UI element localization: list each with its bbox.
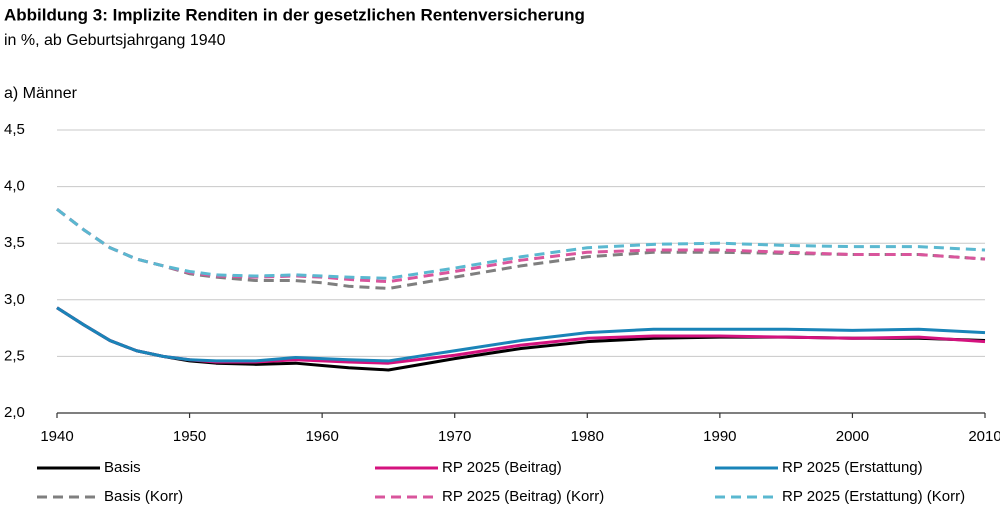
y-tick-label: 3,0: [4, 291, 25, 308]
y-tick-label: 3,5: [4, 234, 25, 251]
x-tick-label: 1990: [703, 428, 736, 445]
y-tick-label: 4,5: [4, 121, 25, 138]
legend-label: Basis (Korr): [104, 488, 183, 505]
legend-label: RP 2025 (Erstattung): [782, 459, 923, 476]
legend-label: RP 2025 (Beitrag) (Korr): [442, 488, 604, 505]
x-tick-label: 2000: [836, 428, 869, 445]
y-tick-label: 2,5: [4, 347, 25, 364]
series-line: [56, 306, 986, 363]
series-line: [56, 208, 986, 280]
legend-label: RP 2025 (Beitrag): [442, 459, 562, 476]
x-tick-label: 1940: [40, 428, 73, 445]
chart-subtitle: in %, ab Geburtsjahrgang 1940: [4, 32, 226, 49]
x-tick-label: 1980: [571, 428, 604, 445]
legend-label: Basis: [104, 459, 141, 476]
legend-label: RP 2025 (Erstattung) (Korr): [782, 488, 965, 505]
x-tick-label: 1970: [438, 428, 471, 445]
panel-label: a) Männer: [4, 85, 78, 102]
x-tick-label: 2010: [968, 428, 1000, 445]
y-tick-label: 4,0: [4, 178, 25, 195]
x-tick-label: 1960: [305, 428, 338, 445]
x-tick-label: 1950: [173, 428, 206, 445]
chart-title: Abbildung 3: Implizite Renditen in der g…: [4, 5, 585, 24]
y-tick-label: 2,0: [4, 404, 25, 421]
